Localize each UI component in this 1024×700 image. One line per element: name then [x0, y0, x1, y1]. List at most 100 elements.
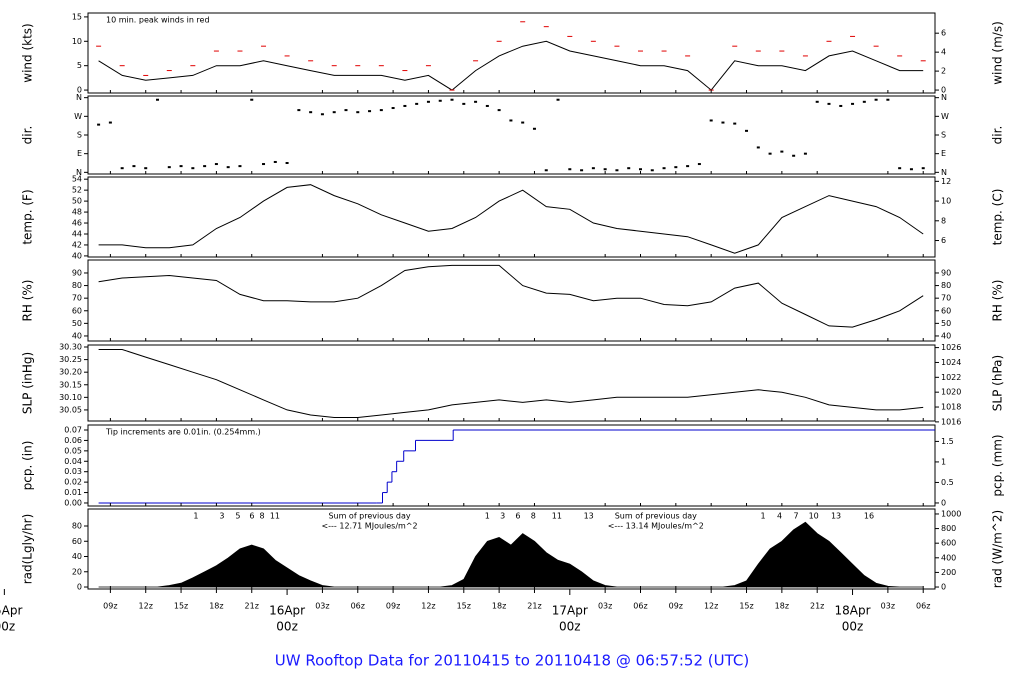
x-tick-label: 09z	[103, 602, 117, 611]
x-tick-label: 21z	[527, 602, 541, 611]
date-time-label: 00z	[0, 620, 15, 634]
y2-tick-label: 1000	[941, 509, 961, 518]
x-tick-label: 15z	[174, 602, 188, 611]
x-tick-label: 12z	[704, 602, 718, 611]
y2-tick-label: E	[941, 149, 946, 158]
direction-point	[815, 100, 819, 103]
direction-point	[756, 146, 760, 149]
y-tick-label: 30.10	[59, 393, 82, 402]
hour-label: 8	[531, 512, 536, 521]
y-tick-label: 50	[72, 319, 82, 328]
y2-tick-label: W	[941, 112, 949, 121]
y2-tick-label: 0	[941, 583, 946, 592]
y2-tick-label: 70	[941, 294, 951, 303]
chart-title: UW Rooftop Data for 20110415 to 20110418…	[275, 652, 749, 670]
y2-tick-label: 80	[941, 281, 951, 290]
direction-point	[650, 169, 654, 172]
panel-frame	[87, 95, 936, 175]
y-tick-label: 60	[72, 306, 82, 315]
direction-point	[485, 104, 489, 107]
y2-tick-label: N	[941, 168, 947, 177]
hour-label: 3	[219, 512, 224, 521]
direction-point	[344, 109, 348, 112]
y2-axis-label: pcp. (mm)	[991, 434, 1005, 496]
y2-tick-label: 1016	[941, 417, 961, 426]
direction-point	[156, 98, 160, 101]
direction-point	[580, 169, 584, 172]
y-tick-label: 60	[72, 537, 82, 546]
y2-tick-label: 1018	[941, 403, 961, 412]
direction-point	[827, 102, 831, 105]
y2-axis-label: RH (%)	[991, 280, 1005, 322]
direction-point	[792, 154, 796, 157]
y2-tick-label: N	[941, 93, 947, 102]
date-label: 17Apr	[552, 604, 588, 618]
y2-tick-label: 600	[941, 539, 956, 548]
y-tick-label: 42	[72, 240, 82, 249]
y-tick-label: 15	[72, 12, 82, 21]
y-tick-label: 48	[72, 208, 82, 217]
x-tick-label: 15z	[457, 602, 471, 611]
direction-point	[780, 150, 784, 153]
hour-label: 8	[259, 512, 264, 521]
y-tick-label: 70	[72, 294, 82, 303]
x-tick-label: 12z	[139, 602, 153, 611]
date-label: 16Apr	[269, 604, 305, 618]
direction-point	[627, 167, 631, 170]
y-axis-label: SLP (inHg)	[21, 352, 35, 414]
hour-label: 6	[515, 512, 520, 521]
y-tick-label: 40	[72, 251, 82, 260]
x-tick-label: 09z	[386, 602, 400, 611]
y-axis-label: dir.	[21, 126, 35, 145]
hour-label: 3	[500, 512, 505, 521]
hour-label: 11	[552, 512, 562, 521]
direction-point	[403, 104, 407, 107]
direction-point	[97, 123, 101, 126]
y2-tick-label: 6	[941, 29, 946, 38]
y2-tick-label: 4	[941, 48, 946, 57]
date-label: 18Apr	[835, 604, 871, 618]
direction-point	[262, 163, 266, 166]
x-tick-label: 09z	[669, 602, 683, 611]
y2-tick-label: S	[941, 131, 946, 140]
y2-tick-label: 0	[941, 498, 946, 507]
direction-point	[179, 165, 183, 168]
radiation-sum: Sum of previous day	[615, 512, 697, 521]
date-time-label: 00z	[559, 620, 581, 634]
direction-point	[521, 121, 525, 124]
y-tick-label: 20	[72, 567, 82, 576]
y-tick-label: 0.04	[64, 457, 82, 466]
panel-frame	[87, 424, 936, 507]
direction-point	[462, 102, 466, 105]
y2-axis-label: dir.	[991, 126, 1005, 145]
direction-point	[638, 168, 642, 171]
direction-point	[839, 104, 843, 107]
y-tick-label: 80	[72, 522, 82, 531]
x-tick-label: 21z	[810, 602, 824, 611]
direction-point	[709, 119, 713, 122]
y-tick-label: 0	[77, 583, 82, 592]
y-tick-label: 0.03	[64, 467, 82, 476]
panel-frame	[87, 259, 936, 342]
direction-point	[438, 99, 442, 102]
y-tick-label: S	[77, 131, 82, 140]
y-tick-label: 0.01	[64, 488, 82, 497]
y2-tick-label: 40	[941, 331, 951, 340]
annotation: Tip increments are 0.01in. (0.254mm.)	[105, 428, 261, 437]
x-tick-label: 03z	[598, 602, 612, 611]
y2-tick-label: 10	[941, 197, 951, 206]
x-tick-label: 18z	[492, 602, 506, 611]
y2-axis-label: wind (m/s)	[991, 21, 1005, 85]
y-tick-label: 30.25	[59, 355, 82, 364]
direction-point	[297, 109, 301, 112]
y2-tick-label: 2	[941, 67, 946, 76]
y-tick-label: 90	[72, 268, 82, 277]
direction-point	[686, 165, 690, 168]
y2-tick-label: 1022	[941, 373, 961, 382]
hour-label: 10	[809, 512, 819, 521]
x-tick-label: 03z	[881, 602, 895, 611]
hour-label: 6	[249, 512, 254, 521]
y-tick-label: 0.06	[64, 436, 82, 445]
y2-tick-label: 1020	[941, 388, 961, 397]
y2-tick-label: 50	[941, 319, 951, 328]
